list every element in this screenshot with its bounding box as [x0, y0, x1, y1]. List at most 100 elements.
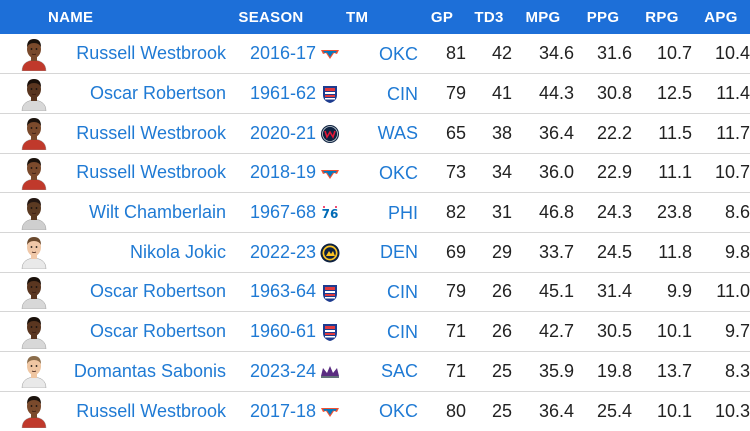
- russell-westbrook-avatar-icon[interactable]: [20, 37, 48, 71]
- header-mpg[interactable]: MPG: [512, 0, 574, 34]
- table-body: Russell Westbrook 2016-17 OKC 81 42 34.6 31.6 1…: [0, 34, 750, 431]
- header-ppg[interactable]: PPG: [574, 0, 632, 34]
- season-link[interactable]: 2017-18: [249, 400, 316, 421]
- apg-cell: 10.4: [692, 34, 750, 75]
- season-link[interactable]: 1963-64: [249, 281, 316, 302]
- apg-cell: 10.3: [714, 400, 750, 421]
- header-td3[interactable]: TD3: [466, 0, 512, 34]
- table-row: Russell Westbrook 2018-19 OKC 73 34 36.0 22.9 1…: [0, 153, 750, 194]
- rpg-cell: 13.7: [632, 351, 692, 392]
- team-logo-cell: [316, 272, 346, 313]
- cin-royals-logo-icon: [320, 283, 340, 303]
- team-link[interactable]: WAS: [377, 123, 418, 144]
- team-link[interactable]: OKC: [378, 401, 418, 422]
- player-name-link[interactable]: Oscar Robertson: [89, 321, 226, 342]
- wilt-chamberlain-avatar-icon[interactable]: [20, 196, 48, 230]
- nikola-jokic-avatar-icon[interactable]: [20, 235, 48, 270]
- player-name-link[interactable]: Russell Westbrook: [76, 162, 226, 183]
- player-name-link[interactable]: Oscar Robertson: [89, 281, 226, 302]
- season-cell: 1963-64: [226, 272, 316, 313]
- russell-westbrook-avatar-icon[interactable]: [20, 394, 48, 429]
- player-name-link[interactable]: Russell Westbrook: [76, 122, 226, 143]
- player-avatar-cell: [0, 351, 48, 392]
- gp-cell: 71: [418, 311, 466, 352]
- team-link[interactable]: CIN: [387, 321, 418, 342]
- mpg-cell: 36.4: [538, 400, 574, 421]
- mpg-cell: 44.3: [512, 73, 574, 114]
- season-link[interactable]: 1960-61: [249, 321, 316, 342]
- team-link[interactable]: PHI: [387, 202, 418, 223]
- header-season[interactable]: SEASON: [226, 0, 316, 34]
- table-row: Wilt Chamberlain 1967-68 76 PHI 82 31 46.8 24.3…: [0, 192, 750, 233]
- oscar-robertson-avatar-icon[interactable]: [20, 275, 48, 310]
- team-link[interactable]: SAC: [380, 361, 418, 382]
- season-link[interactable]: 1961-62: [249, 83, 316, 104]
- svg-text:76: 76: [322, 207, 339, 221]
- player-name-link[interactable]: Domantas Sabonis: [73, 360, 226, 381]
- rpg-cell: 9.9: [632, 272, 692, 313]
- season-link[interactable]: 1967-68: [249, 202, 316, 223]
- was-wizards-logo-icon: [320, 124, 340, 144]
- apg-cell: 10.7: [692, 153, 750, 194]
- team-link[interactable]: CIN: [387, 281, 418, 302]
- td3-cell: 34: [466, 153, 512, 194]
- player-name-link[interactable]: Russell Westbrook: [76, 43, 226, 64]
- header-gp[interactable]: GP: [418, 0, 466, 34]
- season-link[interactable]: 2022-23: [249, 241, 316, 262]
- gp-cell: 81: [418, 34, 466, 75]
- team-cell: CIN: [346, 73, 418, 114]
- season-cell: 1967-68: [226, 192, 316, 233]
- player-name-cell: Oscar Robertson: [48, 73, 226, 114]
- player-name-cell: Russell Westbrook: [48, 153, 226, 194]
- table-row: Russell Westbrook 2017-18 OKC 80 25 36.4 25.4 1…: [0, 391, 750, 431]
- header-name[interactable]: NAME: [48, 0, 226, 34]
- season-link[interactable]: 2016-17: [249, 43, 316, 64]
- season-link[interactable]: 2023-24: [249, 360, 316, 381]
- player-name-link[interactable]: Wilt Chamberlain: [88, 202, 226, 223]
- apg-cell: 8.3: [692, 351, 750, 392]
- header-apg[interactable]: APG: [692, 0, 750, 34]
- td3-cell: 31: [466, 192, 512, 233]
- td3-cell: 41: [466, 73, 512, 114]
- season-cell: 2022-23: [226, 232, 316, 273]
- td3-cell: 25: [491, 400, 512, 421]
- gp-cell: 71: [418, 351, 466, 392]
- player-avatar-cell: [0, 113, 48, 154]
- rpg-cell: 11.1: [632, 153, 692, 194]
- ppg-cell: 25.4: [596, 400, 632, 421]
- rpg-cell: 23.8: [632, 192, 692, 233]
- mpg-cell: 46.8: [512, 192, 574, 233]
- oscar-robertson-avatar-icon[interactable]: [20, 77, 48, 111]
- team-link[interactable]: CIN: [387, 83, 418, 104]
- sac-kings-logo-icon: [320, 362, 340, 382]
- ppg-cell: 24.3: [574, 192, 632, 233]
- mpg-cell: 36.4: [512, 113, 574, 154]
- header-team[interactable]: TM: [346, 0, 418, 34]
- russell-westbrook-avatar-icon[interactable]: [20, 156, 48, 191]
- header-rpg[interactable]: RPG: [632, 0, 692, 34]
- ppg-cell: 19.8: [574, 351, 632, 392]
- okc-thunder-logo-icon: [320, 164, 340, 184]
- table-row: Oscar Robertson 1960-61 CIN 71 26 42.7 30.5 10.…: [0, 311, 750, 352]
- season-link[interactable]: 2018-19: [249, 162, 316, 183]
- td3-cell: 25: [466, 351, 512, 392]
- team-cell: OKC: [346, 153, 418, 194]
- domantas-sabonis-avatar-icon[interactable]: [20, 354, 48, 389]
- player-avatar-cell: [0, 192, 48, 233]
- ppg-cell: 31.4: [574, 272, 632, 313]
- team-link[interactable]: DEN: [379, 242, 418, 263]
- phi-76ers-logo-icon: 76: [320, 203, 340, 223]
- team-link[interactable]: OKC: [378, 43, 418, 64]
- player-name-link[interactable]: Oscar Robertson: [89, 83, 226, 104]
- cin-royals-logo-icon: [320, 322, 340, 342]
- player-name-link[interactable]: Russell Westbrook: [76, 400, 226, 421]
- player-name-link[interactable]: Nikola Jokic: [129, 241, 226, 262]
- oscar-robertson-avatar-icon[interactable]: [20, 315, 48, 349]
- team-link[interactable]: OKC: [378, 162, 418, 183]
- apg-cell: 11.0: [692, 272, 750, 313]
- russell-westbrook-avatar-icon[interactable]: [20, 116, 48, 151]
- player-name-cell: Russell Westbrook: [48, 34, 226, 75]
- team-cell: SAC: [346, 351, 418, 392]
- season-link[interactable]: 2020-21: [249, 122, 316, 143]
- team-cell: DEN: [346, 232, 418, 273]
